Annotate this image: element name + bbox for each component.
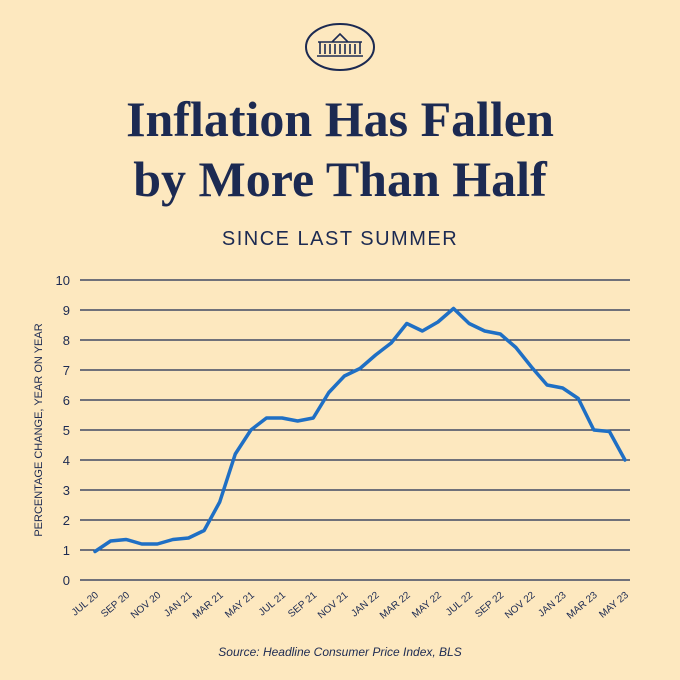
data-line [93,306,627,554]
chart-subtitle: SINCE LAST SUMMER [222,228,458,250]
y-tick-label: 10 [56,273,70,288]
y-tick-label: 6 [63,393,70,408]
chart-title: Inflation Has Fallen [126,91,554,147]
logo [305,23,375,71]
y-tick-label: 8 [63,333,70,348]
y-tick-label: 3 [63,483,70,498]
y-tick-label: 1 [63,543,70,558]
y-tick-label: 9 [63,303,70,318]
y-tick-label: 0 [63,573,70,588]
chart-title: by More Than Half [133,151,548,207]
y-tick-label: 2 [63,513,70,528]
y-tick-label: 5 [63,423,70,438]
source: Source: Headline Consumer Price Index, B… [218,645,461,659]
y-axis-label: PERCENTAGE CHANGE, YEAR ON YEAR [33,323,45,536]
y-tick-label: 4 [63,453,70,468]
y-tick-label: 7 [63,363,70,378]
